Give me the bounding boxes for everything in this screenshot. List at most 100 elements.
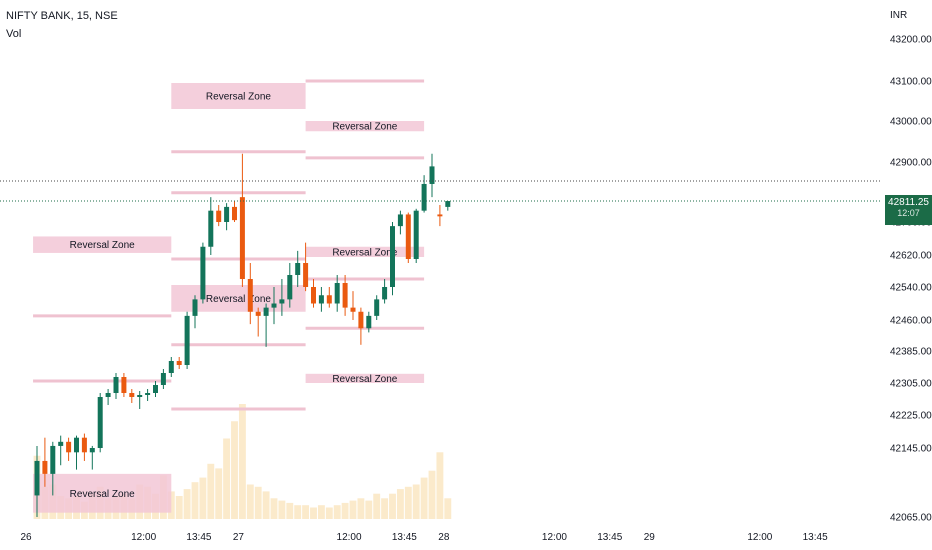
- x-tick-label: 26: [20, 532, 32, 543]
- volume-bar: [246, 484, 254, 519]
- candle-body: [232, 206, 237, 221]
- y-tick-label: 42620.00: [890, 251, 932, 262]
- candle-body: [160, 373, 166, 385]
- volume-bar: [294, 505, 302, 519]
- reversal-zone-label: Reversal Zone: [332, 247, 397, 258]
- volume-bar: [317, 505, 325, 519]
- candle-body: [153, 385, 158, 393]
- volume-bar: [420, 477, 428, 519]
- y-tick-label: 43200.00: [890, 35, 932, 46]
- zone-lines: [33, 79, 425, 411]
- x-tick-label: 27: [233, 532, 245, 543]
- volume-bar: [373, 493, 381, 519]
- x-tick-label: 12:00: [337, 532, 362, 543]
- volume-bar: [238, 404, 246, 519]
- y-tick-label: 43100.00: [890, 77, 932, 88]
- candle-body: [390, 226, 395, 287]
- volume-bar: [444, 498, 452, 519]
- volume-bar: [349, 500, 357, 519]
- candle-body: [271, 303, 277, 308]
- reversal-zone-label: Reversal Zone: [70, 240, 135, 251]
- candle-body: [421, 183, 427, 211]
- volume-bar: [223, 438, 231, 519]
- x-tick-label: 28: [438, 532, 450, 543]
- candle-body: [74, 437, 79, 453]
- candle-body: [303, 263, 309, 287]
- candle-body: [145, 393, 151, 395]
- candle-body: [445, 201, 451, 207]
- candle-body: [255, 311, 261, 316]
- y-tick-label: 42065.00: [890, 513, 932, 524]
- last-price-value: 42811.25: [888, 197, 929, 208]
- candle-body: [311, 287, 316, 304]
- volume-bar: [404, 486, 412, 519]
- candle-body: [334, 283, 340, 304]
- reversal-zone: [305, 246, 425, 257]
- price-lines: [0, 180, 882, 202]
- volume-bar: [231, 421, 238, 519]
- candle-body: [208, 210, 214, 247]
- volume-bar: [270, 498, 278, 519]
- y-tick-label: 42225.00: [890, 411, 932, 422]
- reversal-zone: [305, 121, 425, 132]
- candle-body: [263, 307, 269, 316]
- volume-bar: [436, 452, 444, 519]
- last-price-tag: 42811.25 12:07: [885, 195, 932, 225]
- reversal-zone: [305, 373, 425, 383]
- symbol-title[interactable]: NIFTY BANK, 15, NSE: [6, 10, 118, 22]
- volume-bar: [365, 500, 373, 519]
- candle-body: [405, 214, 411, 259]
- y-tick-label: 42305.00: [890, 379, 932, 390]
- candle-body: [81, 437, 87, 453]
- candle-body: [358, 311, 364, 329]
- candle-body: [89, 448, 95, 453]
- x-axis[interactable]: 26 12:00 13:45 27 12:00 13:45 28 12:00 13:45 29 12…: [20, 532, 828, 543]
- y-tick-label: 42460.00: [890, 316, 932, 327]
- candle-body: [382, 287, 388, 300]
- candle-body: [326, 295, 332, 304]
- volume-bar: [310, 507, 317, 519]
- x-tick-label: 12:00: [131, 532, 156, 543]
- volume-bar: [262, 491, 270, 519]
- candle-body: [50, 445, 56, 474]
- candle-body: [397, 214, 403, 227]
- volume-bar: [207, 463, 215, 519]
- candle-body: [58, 441, 64, 446]
- y-axis[interactable]: 43200.0043100.0043000.0042900.0042700.00…: [890, 35, 932, 524]
- candle-body: [287, 275, 293, 300]
- candle-body: [200, 246, 206, 300]
- volume-bar: [396, 489, 404, 519]
- candle-body: [366, 315, 372, 329]
- candle-body: [279, 299, 285, 304]
- candle-body: [429, 166, 435, 184]
- volume-bar: [428, 470, 436, 519]
- candle-body: [129, 393, 135, 397]
- x-tick-label: 29: [644, 532, 656, 543]
- y-tick-label: 42900.00: [890, 158, 932, 169]
- y-tick-label: 42385.00: [890, 347, 932, 358]
- reversal-zone-label: Reversal Zone: [206, 294, 271, 305]
- reversal-zone: [171, 83, 306, 109]
- volume-bar: [183, 489, 191, 519]
- candle-body: [437, 214, 443, 217]
- volume-bar: [381, 498, 389, 519]
- candle-body: [121, 377, 127, 393]
- currency-label: INR: [890, 10, 908, 21]
- volume-bar: [254, 486, 262, 519]
- candle-body: [318, 295, 324, 304]
- x-tick-label: 13:45: [597, 532, 622, 543]
- reversal-zone-label: Reversal Zone: [206, 92, 271, 103]
- x-tick-label: 13:45: [392, 532, 417, 543]
- candle-body: [66, 441, 72, 453]
- y-tick-label: 42145.00: [890, 444, 932, 455]
- volume-bar: [278, 500, 286, 519]
- reversal-zone: [33, 473, 172, 513]
- volume-bar: [325, 507, 333, 519]
- volume-bar: [191, 482, 199, 519]
- volume-indicator-label[interactable]: Vol: [6, 28, 22, 40]
- volume-bar: [199, 477, 207, 519]
- candle-body: [137, 395, 143, 397]
- candle-body: [224, 206, 230, 222]
- candle-body: [239, 197, 245, 279]
